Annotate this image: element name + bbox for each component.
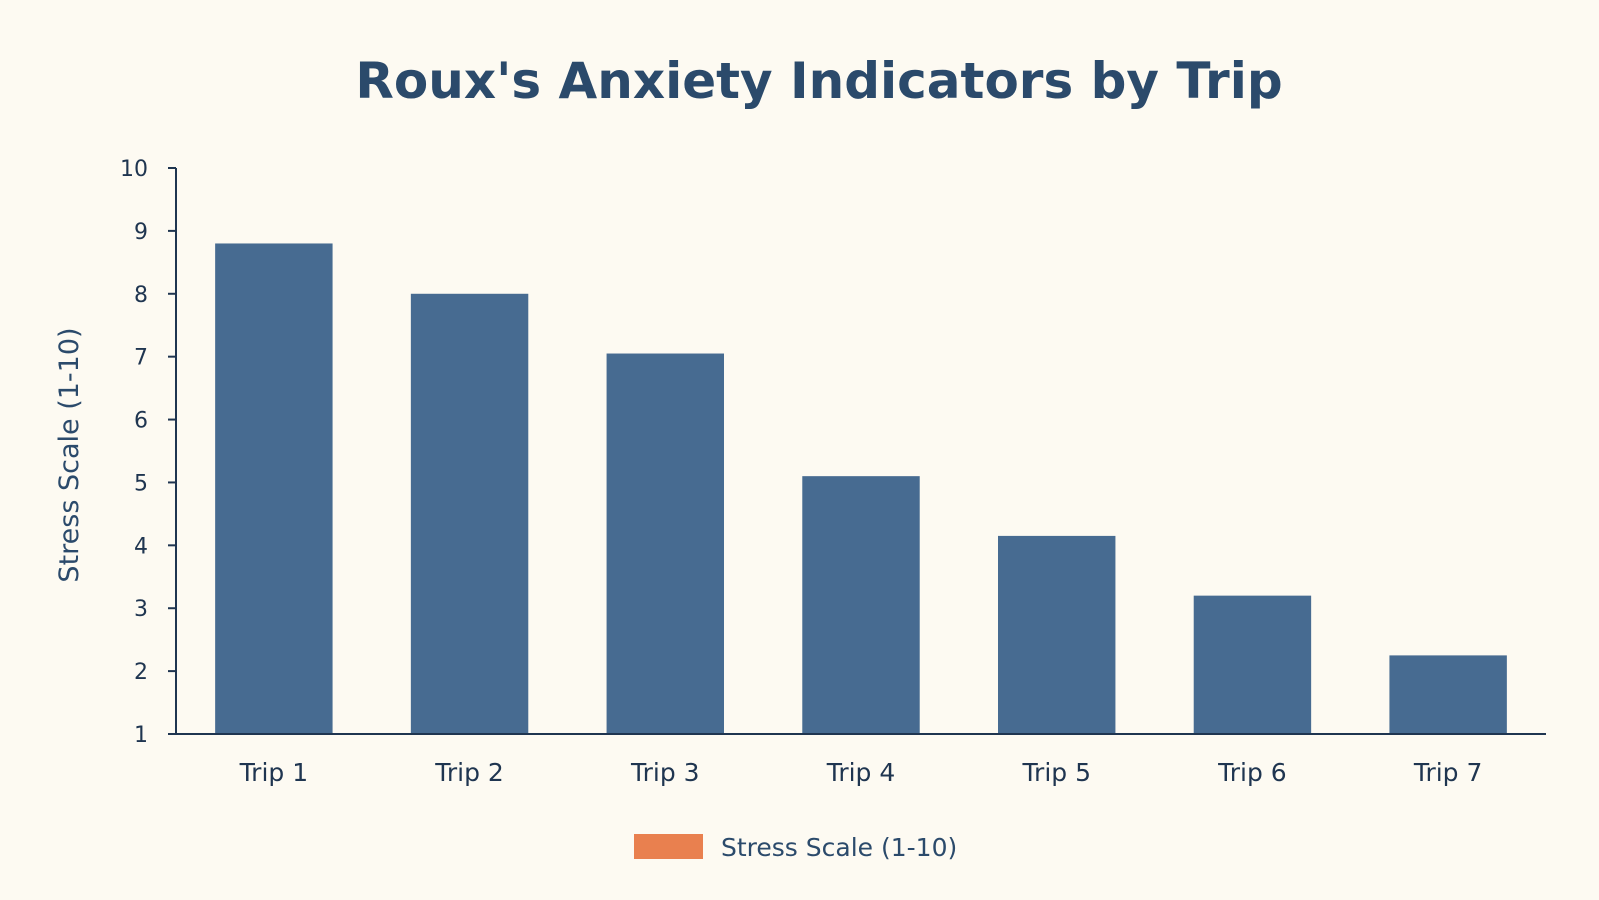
x-tick-label: Trip 2 <box>434 758 504 787</box>
y-tick-label: 10 <box>120 157 148 182</box>
y-axis-label: Stress Scale (1-10) <box>54 327 85 582</box>
x-tick-label: Trip 7 <box>1413 758 1483 787</box>
bar-3 <box>606 353 724 734</box>
x-tick-label: Trip 3 <box>630 758 700 787</box>
x-tick-label: Trip 1 <box>239 758 309 787</box>
bar-2 <box>410 293 529 734</box>
chart-title: Roux's Anxiety Indicators by Trip <box>355 52 1282 110</box>
y-tick-label: 2 <box>134 660 148 685</box>
legend-label: Stress Scale (1-10) <box>721 833 957 862</box>
bar-1 <box>215 243 333 734</box>
bars <box>215 243 1507 734</box>
y-tick-label: 4 <box>134 534 148 559</box>
y-tick-label: 3 <box>134 597 148 622</box>
x-tick-label: Trip 4 <box>826 758 896 787</box>
y-tick-label: 5 <box>134 471 148 496</box>
y-tick-label: 6 <box>134 409 148 434</box>
y-tick-label: 8 <box>134 283 148 308</box>
bar-6 <box>1193 595 1312 734</box>
y-axis-ticks: 1 2 3 4 5 6 7 8 9 10 <box>120 157 176 748</box>
bar-5 <box>998 535 1116 734</box>
bar-7 <box>1389 655 1507 734</box>
legend-swatch <box>634 834 703 859</box>
x-tick-label: Trip 5 <box>1021 758 1091 787</box>
x-axis-labels: Trip 1 Trip 2 Trip 3 Trip 4 Trip 5 Trip 6 Trip… <box>239 758 1483 787</box>
y-tick-label: 1 <box>134 723 148 748</box>
bar-4 <box>802 476 920 734</box>
legend: Stress Scale (1-10) <box>634 833 957 862</box>
x-tick-label: Trip 6 <box>1217 758 1287 787</box>
y-tick-label: 7 <box>134 346 148 371</box>
y-tick-label: 9 <box>134 220 148 245</box>
